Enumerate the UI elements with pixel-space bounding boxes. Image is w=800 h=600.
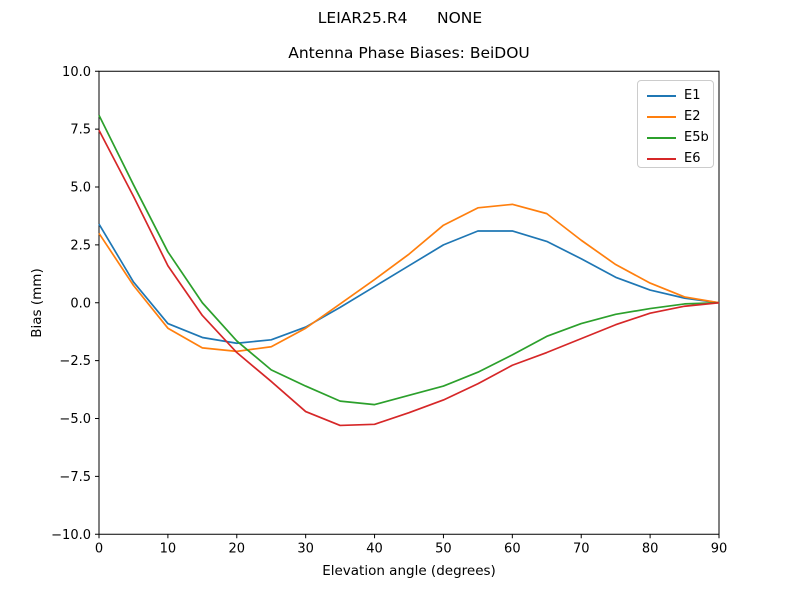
x-tick-label: 60: [504, 541, 521, 556]
legend: E1 E2 E5b E6: [637, 80, 714, 168]
series-line-e6: [98, 129, 720, 427]
chart-title: Antenna Phase Biases: BeiDOU: [288, 44, 530, 62]
legend-label: E2: [684, 109, 701, 124]
y-tick-label: 5.0: [70, 181, 91, 196]
x-tick-label: 0: [95, 541, 103, 556]
x-tick-label: 20: [229, 541, 246, 556]
x-tick-label: 30: [297, 541, 314, 556]
y-tick-label: 7.5: [70, 123, 91, 138]
legend-label: E1: [684, 88, 701, 103]
series-line-e2: [98, 203, 720, 353]
legend-line-swatch: [647, 94, 676, 97]
y-tick-label: −7.5: [59, 470, 91, 485]
legend-item-e2: E2: [638, 106, 713, 127]
y-tick-label: 10.0: [62, 65, 91, 80]
x-tick-label: 80: [642, 541, 659, 556]
x-axis-ticks: 0 10 20 30 40 50 60 70 80 90: [95, 534, 727, 556]
legend-item-e6: E6: [638, 148, 713, 169]
legend-label: E6: [684, 151, 701, 166]
series-lines: [98, 114, 720, 427]
legend-line-swatch: [647, 115, 676, 118]
legend-item-e5b: E5b: [638, 127, 713, 148]
y-tick-label: −5.0: [59, 412, 91, 427]
x-tick-label: 10: [160, 541, 177, 556]
legend-line-swatch: [647, 136, 676, 139]
x-tick-label: 50: [435, 541, 452, 556]
x-axis-label: Elevation angle (degrees): [322, 563, 496, 579]
series-line-e5b: [98, 114, 720, 406]
y-tick-label: 2.5: [70, 238, 91, 253]
x-tick-label: 90: [711, 541, 728, 556]
y-tick-label: −2.5: [59, 354, 91, 369]
y-axis-ticks: −10.0 −7.5 −5.0 −2.5 0.0 2.5 5.0 7.5 10.0: [51, 65, 99, 543]
x-tick-label: 40: [366, 541, 383, 556]
x-tick-label: 70: [573, 541, 590, 556]
figure-suptitle: LEIAR25.R4 NONE: [317, 9, 483, 27]
legend-item-e1: E1: [638, 85, 713, 106]
series-line-e1: [98, 223, 720, 345]
y-axis-label: Bias (mm): [29, 268, 45, 338]
y-tick-label: 0.0: [70, 296, 91, 311]
legend-line-swatch: [647, 157, 676, 160]
plot-area: [98, 70, 720, 535]
legend-label: E5b: [684, 130, 709, 145]
y-tick-label: −10.0: [51, 528, 91, 543]
